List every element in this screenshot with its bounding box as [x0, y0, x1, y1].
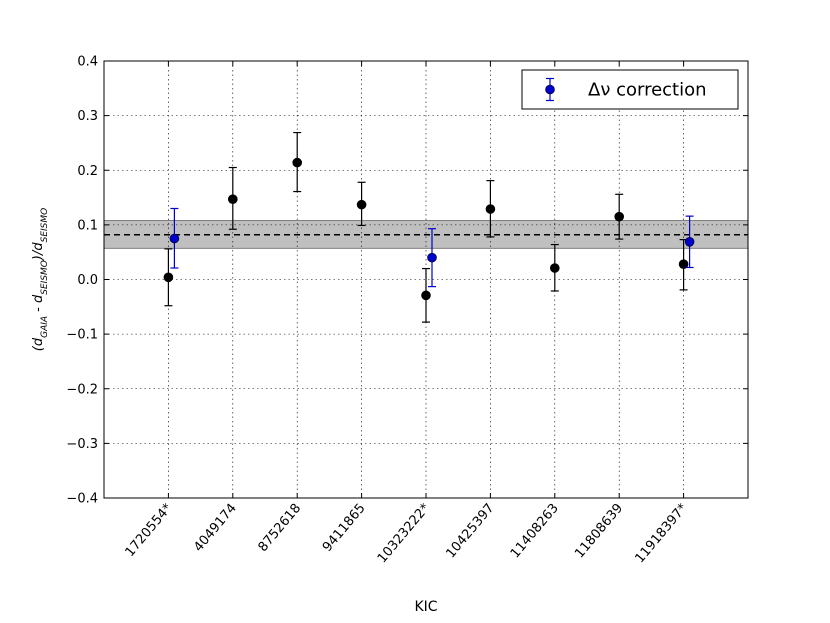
x-tick-label: 11918397*: [632, 501, 691, 567]
y-tick-label: −0.2: [66, 382, 98, 397]
marker: [356, 199, 367, 210]
x-tick-label: 9411865: [320, 501, 369, 555]
data-point: [614, 193, 625, 240]
data-point: [485, 180, 496, 238]
x-tick-label: 1720554*: [123, 501, 176, 560]
legend-marker: [545, 84, 555, 95]
corrected-data-point: [684, 215, 695, 269]
marker: [678, 259, 689, 270]
x-axis-label: KIC: [414, 599, 437, 615]
ylabel-sub-seismo: SEISMO: [40, 260, 50, 295]
legend-box: [521, 69, 739, 110]
marker: [427, 252, 437, 263]
x-tick-label: 11808639: [572, 501, 626, 561]
ylabel-mid: - d: [31, 294, 46, 316]
ylabel-open: (d: [31, 337, 46, 351]
ylabel-sub-gaia: GAIA: [40, 316, 50, 338]
marker: [169, 233, 180, 244]
x-tick-label: 11408263: [508, 501, 562, 561]
marker: [228, 194, 238, 205]
marker: [421, 290, 431, 301]
marker: [549, 263, 560, 273]
y-tick-label: 0.4: [77, 55, 98, 70]
ylabel-sub-seismo-2: SEISMO: [40, 208, 50, 243]
data-point: [163, 248, 174, 307]
marker: [292, 157, 303, 168]
data-point: [421, 267, 431, 323]
x-tick-label: 8752618: [256, 501, 305, 555]
legend-label: Δν correction: [588, 80, 707, 101]
data-point: [228, 166, 238, 230]
y-tick-label: 0.1: [77, 218, 98, 233]
y-axis-label: (dGAIA - dSEISMO)/dSEISMO: [31, 208, 50, 351]
data-point: [292, 131, 303, 193]
marks-layer: [163, 131, 695, 323]
y-tick-label: 0.0: [77, 273, 98, 288]
corrected-data-point: [427, 228, 437, 288]
marker: [485, 204, 496, 214]
data-point: [356, 181, 367, 227]
y-tick-label: −0.4: [66, 492, 98, 507]
x-tick-label: 10323222*: [375, 501, 434, 567]
data-point: [549, 243, 560, 292]
y-tick-label: −0.3: [66, 437, 98, 452]
marker: [163, 272, 174, 283]
y-tick-label: −0.1: [66, 328, 98, 343]
corrected-data-point: [169, 207, 180, 269]
y-tick-label: 0.2: [77, 164, 98, 179]
legend: Δν correction: [521, 69, 739, 110]
marker: [614, 211, 625, 222]
y-tick-label: 0.3: [77, 109, 98, 124]
marker: [684, 237, 695, 247]
x-tick-label: 4049174: [191, 501, 240, 555]
x-tick-label: 10425397: [443, 501, 497, 561]
ylabel-close: )/d: [31, 242, 46, 261]
